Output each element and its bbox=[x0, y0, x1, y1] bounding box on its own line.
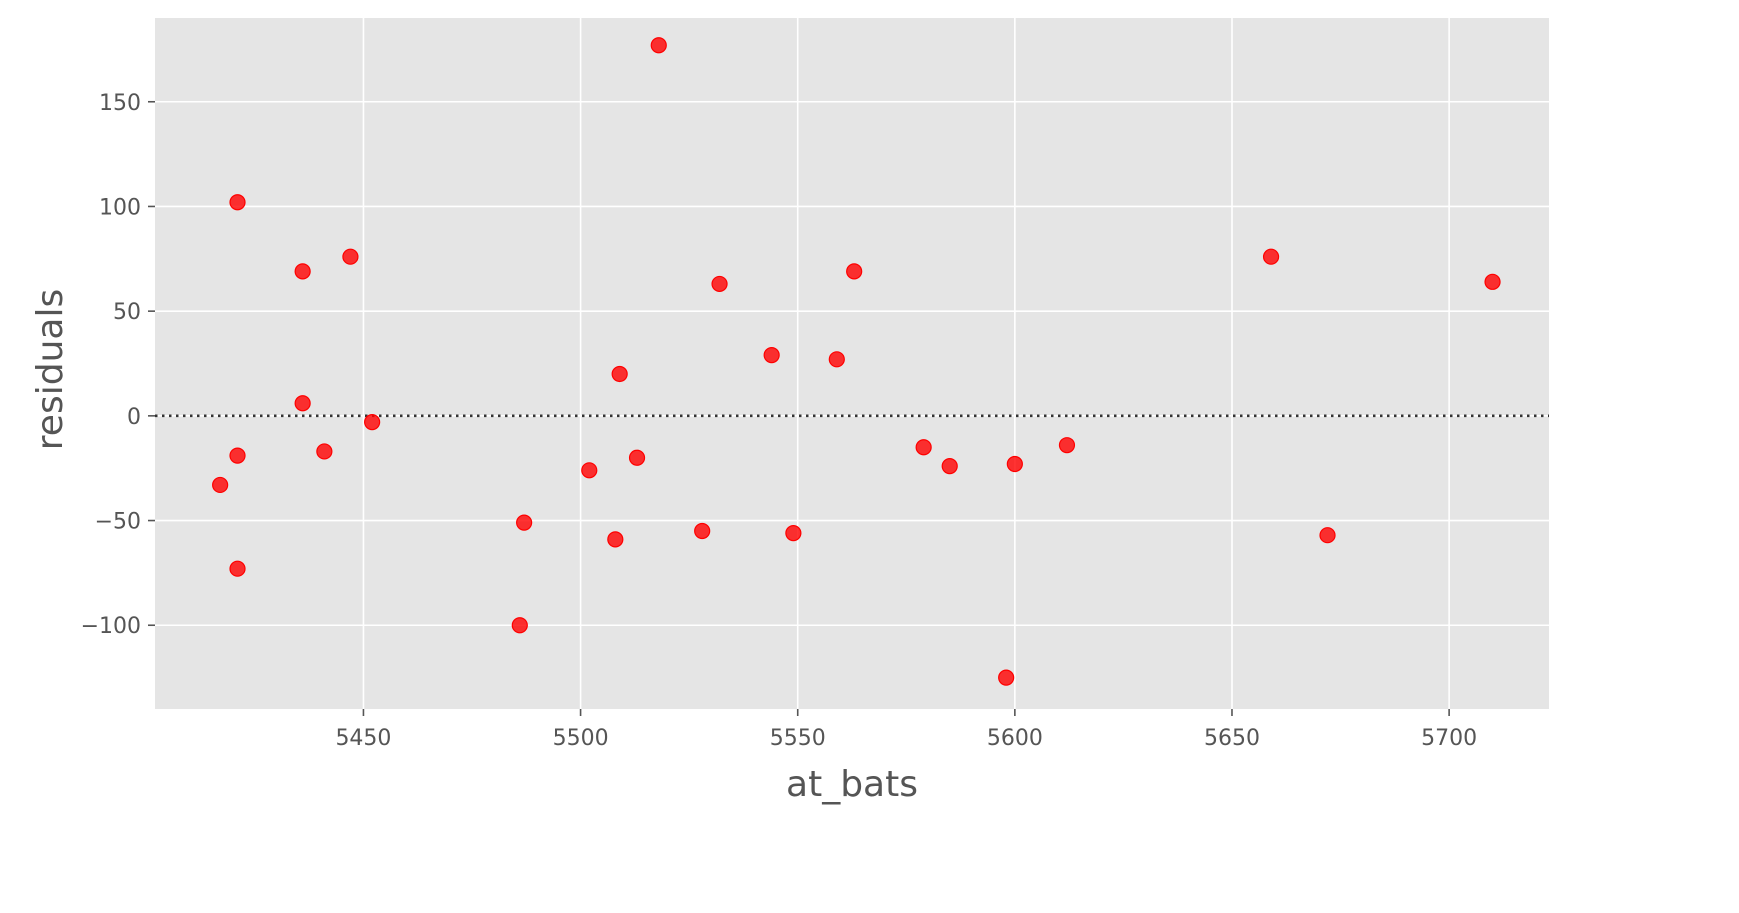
data-point bbox=[294, 263, 311, 280]
data-point bbox=[915, 439, 932, 456]
data-point bbox=[611, 365, 628, 383]
data-point bbox=[694, 522, 711, 540]
x-tick-label: 5550 bbox=[770, 726, 826, 751]
data-point bbox=[364, 414, 381, 431]
data-point bbox=[763, 347, 780, 364]
x-tick-label: 5600 bbox=[987, 726, 1043, 751]
y-tick-label: 0 bbox=[127, 405, 141, 430]
data-point bbox=[342, 248, 359, 265]
data-point bbox=[941, 458, 958, 475]
data-point bbox=[650, 37, 667, 54]
data-point bbox=[229, 447, 246, 464]
x-tick-label: 5500 bbox=[553, 726, 609, 751]
data-point bbox=[229, 194, 246, 211]
data-point bbox=[607, 531, 624, 548]
data-point bbox=[828, 351, 845, 368]
data-point bbox=[316, 443, 333, 460]
y-tick-label: 150 bbox=[99, 91, 141, 116]
data-point bbox=[846, 263, 863, 280]
y-tick-label: 100 bbox=[99, 195, 141, 220]
data-point bbox=[294, 395, 311, 412]
data-point bbox=[511, 617, 528, 634]
y-axis-ticks: −100 −50 0 50 100 150 bbox=[81, 91, 155, 639]
data-point bbox=[998, 669, 1015, 686]
data-point bbox=[1058, 437, 1076, 454]
data-point bbox=[785, 525, 802, 542]
data-point bbox=[628, 449, 646, 466]
data-point bbox=[1006, 455, 1023, 473]
data-point bbox=[516, 514, 533, 531]
data-point bbox=[581, 462, 598, 479]
y-tick-label: 50 bbox=[113, 300, 141, 325]
y-tick-label: −50 bbox=[95, 510, 141, 535]
plot-area bbox=[155, 18, 1549, 709]
x-tick-label: 5650 bbox=[1204, 726, 1260, 751]
data-point bbox=[229, 560, 246, 577]
x-axis-label: at_bats bbox=[786, 764, 918, 805]
data-point bbox=[1319, 527, 1336, 544]
y-tick-label: −100 bbox=[81, 614, 141, 639]
x-tick-label: 5700 bbox=[1421, 726, 1477, 751]
x-tick-label: 5450 bbox=[335, 726, 391, 751]
data-point bbox=[212, 476, 229, 494]
data-points bbox=[212, 37, 1501, 686]
y-axis-label: residuals bbox=[30, 289, 71, 450]
data-point bbox=[711, 275, 728, 293]
data-point bbox=[1484, 273, 1501, 290]
x-axis-ticks: 5450 5500 5550 5600 5650 5700 bbox=[335, 709, 1477, 751]
data-point bbox=[1262, 248, 1280, 265]
